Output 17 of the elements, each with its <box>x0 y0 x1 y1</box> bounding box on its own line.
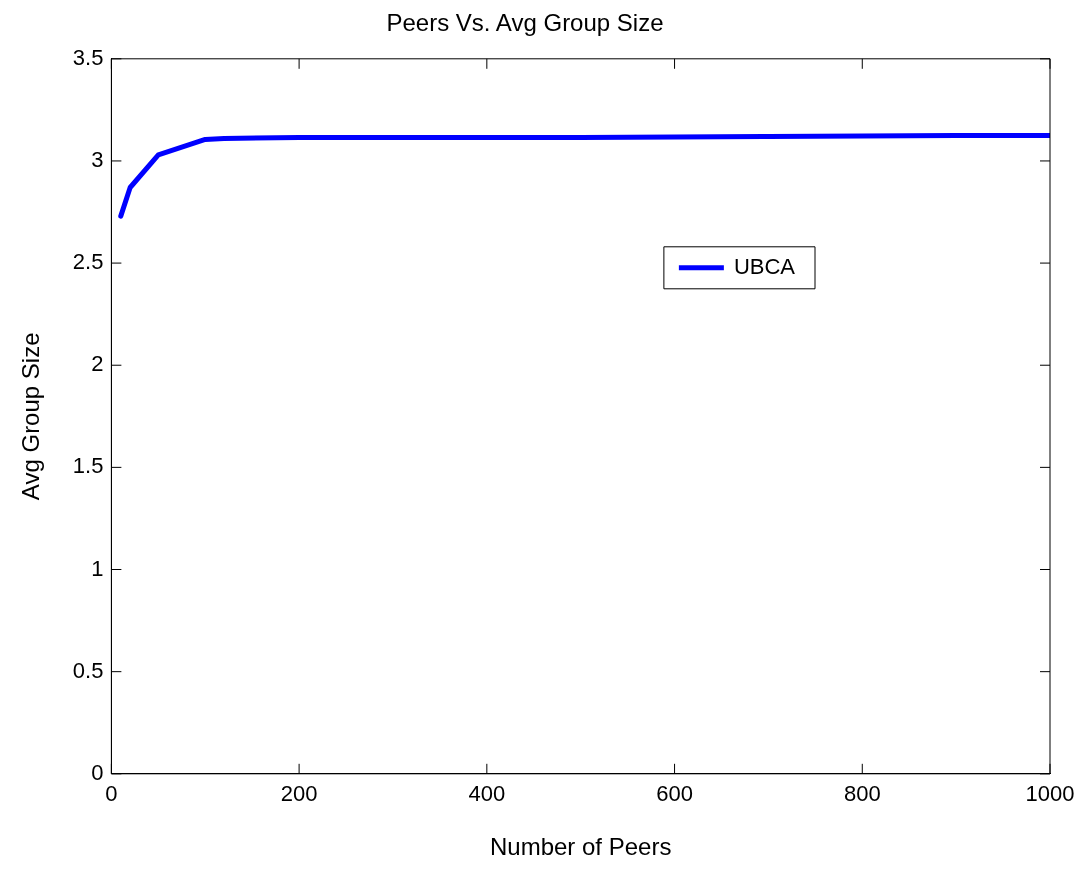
chart-title: Peers Vs. Avg Group Size <box>386 9 664 37</box>
x-tick-label: 800 <box>843 781 881 807</box>
y-tick-label: 0.5 <box>72 657 104 683</box>
x-tick-label: 400 <box>468 781 506 807</box>
legend-label: UBCA <box>733 253 796 279</box>
y-tick-label: 3 <box>91 147 104 173</box>
x-axis-title: Number of Peers <box>489 833 672 861</box>
y-tick-label: 2.5 <box>72 249 104 275</box>
y-tick-label: 2 <box>91 351 104 377</box>
x-tick-label: 200 <box>280 781 318 807</box>
y-tick-label: 3.5 <box>72 44 104 70</box>
y-tick-label: 1.5 <box>72 453 104 479</box>
x-tick-label: 600 <box>656 781 693 807</box>
x-tick-label: 1000 <box>1025 781 1075 807</box>
y-tick-label: 1 <box>91 555 104 581</box>
y-tick-label: 0 <box>91 759 104 785</box>
y-axis-title: Avg Group Size <box>17 332 45 501</box>
